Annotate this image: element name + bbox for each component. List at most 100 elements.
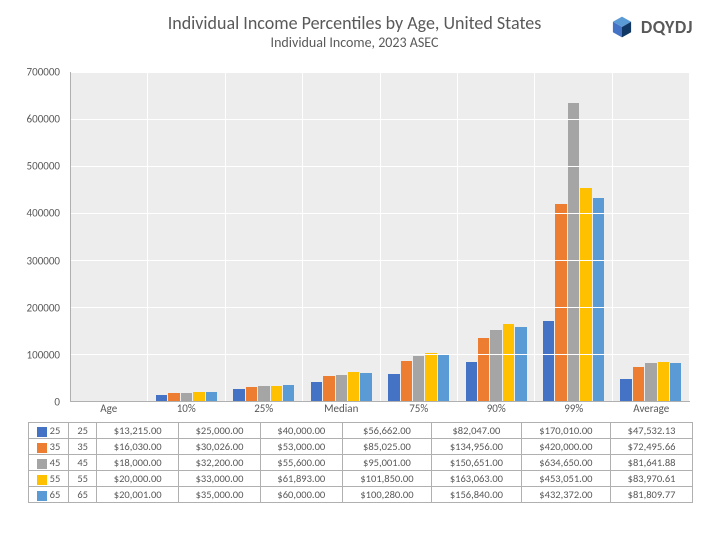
legend-label: 55 bbox=[50, 472, 61, 485]
y-tick-label: 300000 bbox=[27, 254, 60, 267]
bar bbox=[425, 353, 436, 401]
x-tick-label: 75% bbox=[380, 402, 458, 420]
legend-label: 35 bbox=[50, 440, 61, 453]
x-tick-label: Average bbox=[613, 402, 691, 420]
legend-cell: 25 bbox=[29, 423, 69, 439]
logo: DQYDJ bbox=[609, 14, 693, 40]
table-row: 4545$18,000.00$32,200.00$55,600.00$95,00… bbox=[29, 455, 693, 471]
bar-cluster bbox=[233, 72, 294, 401]
table-cell: $150,651.00 bbox=[432, 455, 521, 471]
bar bbox=[283, 385, 294, 401]
bar bbox=[543, 321, 554, 401]
plot-area bbox=[70, 72, 690, 402]
legend-cell: 35 bbox=[29, 439, 69, 455]
table-cell: $40,000.00 bbox=[260, 423, 342, 439]
table-cell: $30,026.00 bbox=[179, 439, 261, 455]
chart-container: DQYDJ Individual Income Percentiles by A… bbox=[8, 8, 701, 539]
bar bbox=[193, 392, 204, 401]
bar bbox=[568, 103, 579, 401]
grid-line bbox=[71, 354, 690, 355]
x-axis-ticks: Age10%25%Median75%90%99%Average bbox=[70, 402, 690, 420]
legend-swatch-icon bbox=[37, 491, 47, 501]
bar bbox=[515, 327, 526, 401]
table-cell: 45 bbox=[69, 455, 97, 471]
legend-swatch-icon bbox=[37, 427, 47, 437]
bar bbox=[246, 387, 257, 401]
bar-group bbox=[303, 72, 380, 401]
table-row: 2525$13,215.00$25,000.00$40,000.00$56,66… bbox=[29, 423, 693, 439]
logo-cube-icon bbox=[609, 14, 635, 40]
bar bbox=[348, 372, 359, 401]
bar bbox=[156, 395, 167, 401]
y-axis-labels: 0100000200000300000400000500000600000700… bbox=[8, 72, 66, 402]
table-cell: $82,047.00 bbox=[432, 423, 521, 439]
bar bbox=[478, 338, 489, 401]
legend-swatch-icon bbox=[37, 443, 47, 453]
bar bbox=[206, 392, 217, 401]
table-cell: $32,200.00 bbox=[179, 455, 261, 471]
y-tick-label: 400000 bbox=[27, 207, 60, 220]
table-cell: $53,000.00 bbox=[260, 439, 342, 455]
bar-group bbox=[613, 72, 690, 401]
table-cell: $170,010.00 bbox=[521, 423, 610, 439]
bar-group bbox=[535, 72, 612, 401]
legend-cell: 55 bbox=[29, 471, 69, 487]
bar bbox=[233, 389, 244, 401]
table-cell: $60,000.00 bbox=[260, 487, 342, 503]
bar bbox=[466, 362, 477, 401]
x-tick-label: 99% bbox=[535, 402, 613, 420]
bar bbox=[658, 362, 669, 401]
table-cell: $101,850.00 bbox=[342, 471, 431, 487]
bar-cluster bbox=[156, 72, 217, 401]
bar-group bbox=[148, 72, 225, 401]
table-cell: $420,000.00 bbox=[521, 439, 610, 455]
y-tick-label: 100000 bbox=[27, 348, 60, 361]
table-cell: $55,600.00 bbox=[260, 455, 342, 471]
y-tick-label: 200000 bbox=[27, 301, 60, 314]
bar-cluster bbox=[466, 72, 527, 401]
table-cell: $85,025.00 bbox=[342, 439, 431, 455]
table-cell: $453,051.00 bbox=[521, 471, 610, 487]
x-tick-label: 10% bbox=[148, 402, 226, 420]
table-cell: $634,650.00 bbox=[521, 455, 610, 471]
grid-line bbox=[71, 213, 690, 214]
y-tick-label: 0 bbox=[54, 396, 60, 409]
bar bbox=[413, 356, 424, 401]
table-cell: 55 bbox=[69, 471, 97, 487]
grid-line bbox=[71, 166, 690, 167]
bar bbox=[633, 367, 644, 401]
x-tick-label: Age bbox=[70, 402, 148, 420]
bar-group bbox=[71, 72, 148, 401]
bar bbox=[593, 198, 604, 401]
x-tick-label: 90% bbox=[458, 402, 536, 420]
bar bbox=[271, 386, 282, 402]
x-tick-label: Median bbox=[303, 402, 381, 420]
chart-title: Individual Income Percentiles by Age, Un… bbox=[8, 12, 701, 34]
legend-swatch-icon bbox=[37, 459, 47, 469]
bar bbox=[620, 379, 631, 401]
grid-line bbox=[71, 307, 690, 308]
table-cell: $163,063.00 bbox=[432, 471, 521, 487]
table-cell: $72,495.66 bbox=[611, 439, 693, 455]
grid-line bbox=[71, 119, 690, 120]
table-cell: $81,809.77 bbox=[611, 487, 693, 503]
grid-line bbox=[71, 260, 690, 261]
bar-cluster bbox=[311, 72, 372, 401]
bar bbox=[580, 188, 591, 401]
legend-label: 45 bbox=[50, 456, 61, 469]
legend-cell: 65 bbox=[29, 487, 69, 503]
legend-label: 25 bbox=[50, 424, 61, 437]
table-cell: $100,280.00 bbox=[342, 487, 431, 503]
table-cell: $56,662.00 bbox=[342, 423, 431, 439]
bar bbox=[438, 354, 449, 401]
table-cell: $20,000.00 bbox=[97, 471, 179, 487]
table-cell: $47,532.13 bbox=[611, 423, 693, 439]
legend-cell: 45 bbox=[29, 455, 69, 471]
y-tick-label: 700000 bbox=[27, 66, 60, 79]
x-tick-label: 25% bbox=[225, 402, 303, 420]
table-cell: $81,641.88 bbox=[611, 455, 693, 471]
table-cell: $16,030.00 bbox=[97, 439, 179, 455]
table-cell: $432,372.00 bbox=[521, 487, 610, 503]
table-cell: $18,000.00 bbox=[97, 455, 179, 471]
table-cell: 25 bbox=[69, 423, 97, 439]
